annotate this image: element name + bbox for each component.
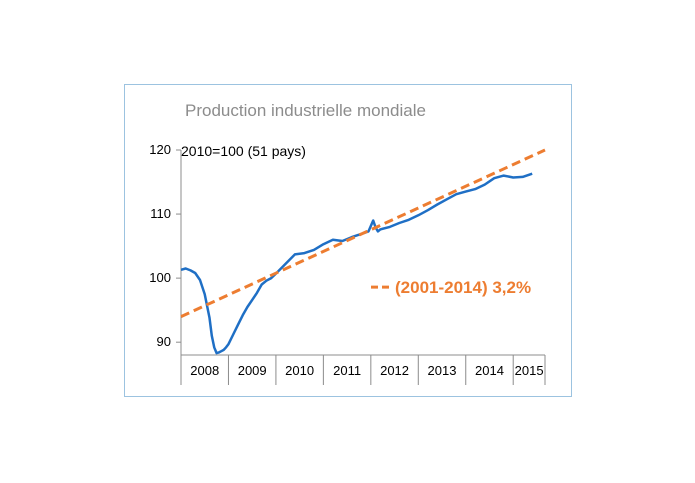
- x-tick-label: 2010: [285, 363, 314, 378]
- y-tick-label: 90: [157, 334, 171, 349]
- chart-svg: Production industrielle mondiale 2010=10…: [149, 101, 546, 385]
- production-line: [180, 172, 533, 355]
- trend-line: [180, 148, 546, 318]
- legend: (2001-2014) 3,2%: [371, 278, 531, 297]
- x-tick-label: 2013: [428, 363, 457, 378]
- series-layer: [180, 148, 546, 355]
- x-tick-label: 2015: [515, 363, 544, 378]
- chart-subtitle: 2010=100 (51 pays): [181, 143, 306, 159]
- x-tick-label: 2014: [475, 363, 504, 378]
- x-tick-label: 2008: [190, 363, 219, 378]
- chart-container: Production industrielle mondiale 2010=10…: [124, 84, 572, 397]
- y-tick-label: 120: [149, 142, 171, 157]
- axes: 90 100 110 120 2008 2009 2010 2011 2012 2013 2014 2…: [149, 142, 546, 385]
- x-tick-label: 2011: [333, 363, 361, 378]
- chart-title: Production industrielle mondiale: [185, 101, 426, 120]
- x-tick-label: 2012: [380, 363, 409, 378]
- y-tick-label: 100: [149, 270, 171, 285]
- y-tick-label: 110: [150, 206, 171, 221]
- legend-label: (2001-2014) 3,2%: [395, 278, 531, 297]
- x-tick-label: 2009: [238, 363, 267, 378]
